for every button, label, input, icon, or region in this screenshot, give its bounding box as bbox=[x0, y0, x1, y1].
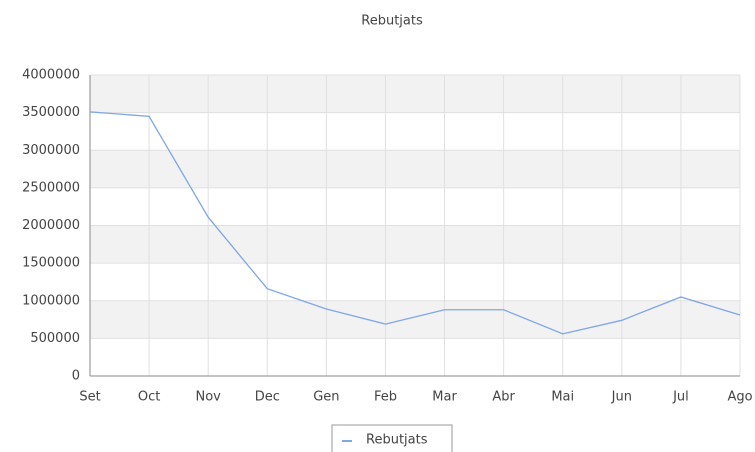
y-tick-label: 4000000 bbox=[22, 68, 80, 83]
x-tick-label: Feb bbox=[374, 390, 397, 405]
y-tick-label: 2000000 bbox=[22, 218, 80, 233]
grid-band bbox=[90, 300, 740, 339]
x-tick-label: Abr bbox=[492, 390, 515, 405]
x-tick-label: Set bbox=[79, 390, 100, 405]
x-tick-label: Oct bbox=[138, 390, 160, 405]
y-tick-label: 0 bbox=[72, 369, 80, 384]
line bbox=[89, 111, 741, 335]
x-tick-label: Jul bbox=[672, 390, 689, 405]
legend-label: Rebutjats bbox=[366, 433, 428, 448]
x-tick-label: Nov bbox=[195, 390, 221, 405]
x-tick-label: Mar bbox=[432, 390, 457, 405]
x-tick-label: Dec bbox=[255, 390, 280, 405]
x-tick-label: Jun bbox=[611, 390, 632, 405]
grid-band bbox=[90, 75, 740, 113]
y-tick-label: 1000000 bbox=[22, 293, 80, 308]
grid-band bbox=[90, 150, 740, 188]
y-tick-label: 2500000 bbox=[22, 180, 80, 195]
legend: Rebutjats bbox=[331, 424, 453, 452]
legend-box bbox=[331, 424, 453, 452]
y-tick-label: 3500000 bbox=[22, 105, 80, 120]
x-tick-label: Ago bbox=[727, 390, 752, 405]
y-tick-label: 1500000 bbox=[22, 256, 80, 271]
x-tick-label: Mai bbox=[551, 390, 574, 405]
y-tick-label: 3000000 bbox=[22, 143, 80, 158]
chart-title: Rebutjats bbox=[361, 14, 423, 29]
y-tick-label: 500000 bbox=[30, 331, 80, 346]
grid-band bbox=[90, 225, 740, 264]
x-tick-label: Gen bbox=[313, 390, 339, 405]
